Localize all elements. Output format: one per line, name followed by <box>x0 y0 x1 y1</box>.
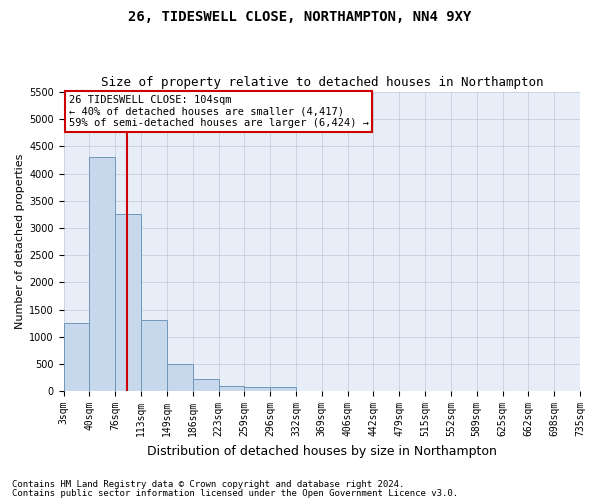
Title: Size of property relative to detached houses in Northampton: Size of property relative to detached ho… <box>101 76 543 90</box>
Text: Contains HM Land Registry data © Crown copyright and database right 2024.: Contains HM Land Registry data © Crown c… <box>12 480 404 489</box>
X-axis label: Distribution of detached houses by size in Northampton: Distribution of detached houses by size … <box>147 444 497 458</box>
Bar <box>89 158 115 391</box>
Bar <box>115 214 141 391</box>
Text: Contains public sector information licensed under the Open Government Licence v3: Contains public sector information licen… <box>12 488 458 498</box>
Text: 26, TIDESWELL CLOSE, NORTHAMPTON, NN4 9XY: 26, TIDESWELL CLOSE, NORTHAMPTON, NN4 9X… <box>128 10 472 24</box>
Bar <box>244 387 270 391</box>
Bar <box>64 323 89 391</box>
Text: 26 TIDESWELL CLOSE: 104sqm
← 40% of detached houses are smaller (4,417)
59% of s: 26 TIDESWELL CLOSE: 104sqm ← 40% of deta… <box>69 95 369 128</box>
Bar <box>218 386 244 391</box>
Bar <box>193 379 218 391</box>
Y-axis label: Number of detached properties: Number of detached properties <box>15 154 25 330</box>
Bar <box>141 320 167 391</box>
Bar <box>270 387 296 391</box>
Bar <box>167 364 193 391</box>
